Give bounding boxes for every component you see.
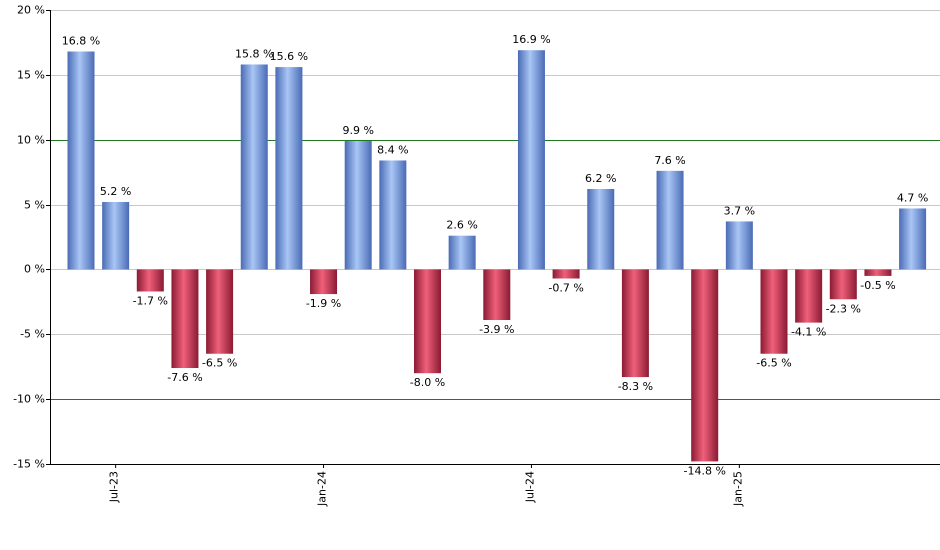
bar-positive bbox=[899, 208, 927, 270]
bar-negative bbox=[795, 269, 823, 323]
y-tick-label: -10 % bbox=[13, 393, 45, 406]
bar-positive bbox=[102, 201, 130, 270]
bar-data-label: -8.0 % bbox=[410, 376, 445, 389]
x-tick-label: Jan-24 bbox=[316, 471, 329, 507]
y-tick-label: 15 % bbox=[17, 69, 45, 82]
bar-positive bbox=[725, 221, 753, 270]
bar-data-label: -8.3 % bbox=[618, 380, 653, 393]
bar-data-label: 7.6 % bbox=[654, 154, 685, 167]
bar-negative bbox=[864, 269, 892, 276]
bar-negative bbox=[310, 269, 338, 295]
bar-data-label: -1.7 % bbox=[133, 294, 168, 307]
bars bbox=[67, 50, 927, 462]
y-tick-label: -15 % bbox=[13, 458, 45, 471]
bar-positive bbox=[587, 189, 615, 270]
bar-data-label: 16.9 % bbox=[512, 33, 550, 46]
bar-data-label: 15.6 % bbox=[270, 50, 308, 63]
bar-positive bbox=[67, 51, 95, 270]
axes: 20 % 15 % 10 % 5 % 0 % -5 % -10 % -15 % Jul-23 Ja… bbox=[13, 4, 940, 507]
bar-data-label: -2.3 % bbox=[826, 302, 861, 315]
y-tick-label: 10 % bbox=[17, 134, 45, 147]
x-tick-label: Jan-25 bbox=[731, 471, 744, 507]
bar-data-label: 2.6 % bbox=[446, 219, 477, 232]
bar-data-label: -0.5 % bbox=[860, 279, 895, 292]
bar-data-label: 6.2 % bbox=[585, 172, 616, 185]
bar-data-label: 8.4 % bbox=[377, 143, 408, 156]
bar-negative bbox=[483, 269, 511, 321]
bar-negative bbox=[552, 269, 580, 279]
bar-negative bbox=[136, 269, 164, 292]
bar-data-label: -6.5 % bbox=[202, 357, 237, 370]
bar-negative bbox=[691, 269, 719, 462]
bar-negative bbox=[760, 269, 788, 354]
x-tick-label: Jul-23 bbox=[108, 471, 121, 503]
bar-data-label: 3.7 % bbox=[724, 204, 755, 217]
bar-negative bbox=[414, 269, 441, 374]
bar-data-label: -3.9 % bbox=[479, 323, 514, 336]
y-tick-label: 0 % bbox=[24, 263, 45, 276]
bar-data-label: 4.7 % bbox=[897, 191, 928, 204]
bar-positive bbox=[379, 160, 407, 270]
bar-positive bbox=[240, 64, 268, 270]
bar-data-label: -1.9 % bbox=[306, 297, 341, 310]
bar-positive bbox=[275, 67, 303, 270]
data-labels: 16.8 %5.2 %-1.7 %-7.6 %-6.5 %15.8 %15.6 … bbox=[62, 33, 929, 477]
y-tick-label: 5 % bbox=[24, 199, 45, 212]
bar-data-label: -0.7 % bbox=[548, 282, 583, 295]
gridlines bbox=[50, 10, 940, 465]
bar-positive bbox=[517, 50, 545, 270]
bar-negative bbox=[171, 269, 199, 369]
bar-positive bbox=[656, 170, 684, 270]
bar-data-label: -14.8 % bbox=[683, 464, 725, 477]
bar-negative bbox=[829, 269, 857, 300]
bar-positive bbox=[448, 235, 476, 270]
bar-data-label: -7.6 % bbox=[167, 371, 202, 384]
y-tick-label: 20 % bbox=[17, 4, 45, 17]
bar-data-label: -6.5 % bbox=[756, 357, 791, 370]
bar-negative bbox=[621, 269, 649, 378]
bar-data-label: 15.8 % bbox=[235, 47, 273, 60]
y-tick-label: -5 % bbox=[20, 328, 45, 341]
bar-data-label: -4.1 % bbox=[791, 326, 826, 339]
bar-data-label: 16.8 % bbox=[62, 35, 100, 48]
bar-data-label: 5.2 % bbox=[100, 185, 131, 198]
bar-negative bbox=[206, 269, 234, 354]
x-tick-label: Jul-24 bbox=[523, 471, 536, 503]
bar-data-label: 9.9 % bbox=[342, 124, 373, 137]
bar-positive bbox=[344, 141, 372, 270]
